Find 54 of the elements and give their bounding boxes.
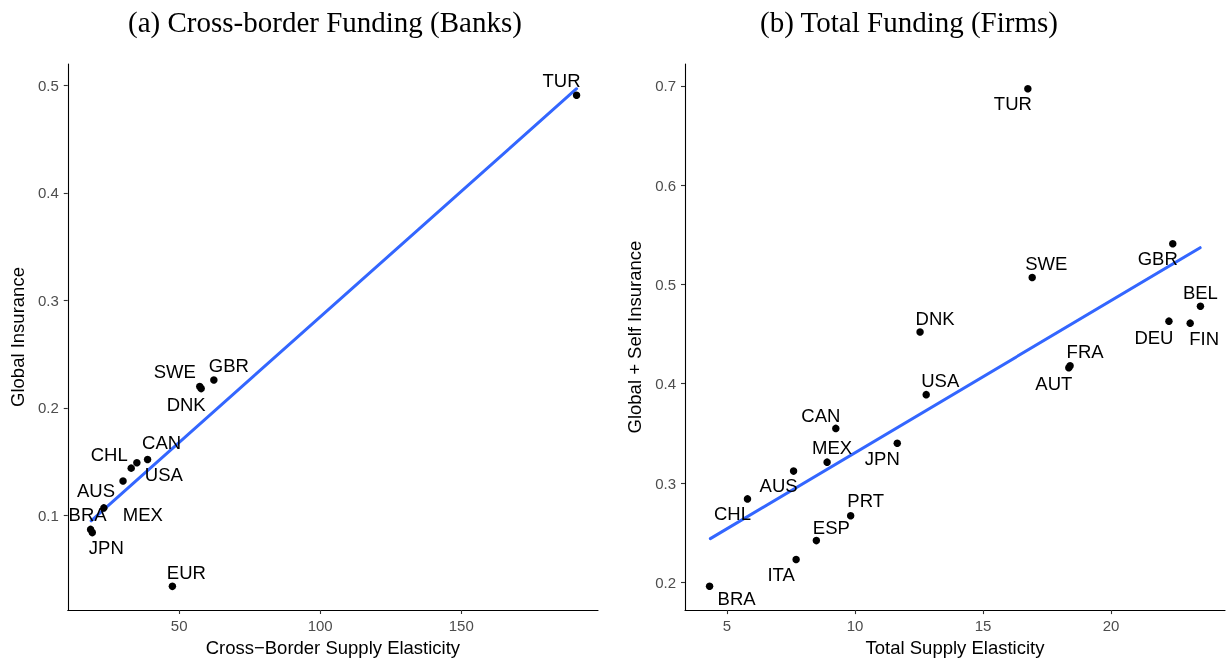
y-tick-label: 0.3 [37, 291, 59, 309]
y-tick-label: 0.1 [37, 506, 59, 524]
annotation: CAN [801, 404, 841, 426]
annotation: GBR [1137, 248, 1178, 270]
annotation: DNK [915, 307, 956, 329]
annotation: USA [144, 464, 184, 486]
annotation: DEU [1134, 326, 1174, 348]
x-tick-label: 5 [722, 617, 732, 635]
annotation: DNK [166, 394, 207, 416]
x-tick-label: 20 [1102, 617, 1120, 635]
annotation: MEX [122, 504, 163, 526]
y-tick-label: 0.2 [655, 573, 676, 591]
y-tick-label: 0.3 [655, 474, 676, 492]
annotation: EUR [166, 561, 206, 583]
x-axis-title: Cross−Border Supply Elasticity [205, 636, 461, 658]
annotation: BEL [1182, 281, 1218, 303]
annotation: AUS [77, 479, 116, 501]
annotation: MEX [812, 436, 853, 458]
annotation: ITA [767, 563, 796, 585]
annotation: SWE [1025, 252, 1068, 274]
y-axis-title: Global Insurance [7, 267, 28, 407]
y-tick-label: 0.6 [655, 176, 676, 194]
x-axis-title: Total Supply Elasticity [865, 637, 1046, 658]
chart-title: (b) Total Funding (Firms) [760, 5, 1058, 39]
annotation: AUT [1035, 373, 1073, 395]
y-tick-label: 0.5 [37, 77, 59, 94]
x-tick-label: 15 [974, 617, 992, 635]
y-tick-label: 0.4 [655, 375, 676, 393]
annotation: BRA [717, 587, 757, 609]
annotation: FRA [1066, 341, 1105, 363]
annotation: GBR [208, 355, 249, 377]
x-tick-label: 10 [846, 617, 864, 635]
annotation: TUR [542, 69, 581, 91]
y-tick-label: 0.5 [655, 275, 676, 293]
annotation: CHL [713, 503, 751, 525]
annotation: ESP [812, 517, 850, 539]
x-tick-label: 50 [170, 617, 188, 634]
y-tick-label: 0.4 [37, 184, 59, 202]
annotation: CHL [90, 443, 128, 465]
y-axis-title: Global + Self Insurance [624, 240, 646, 434]
annotation: JPN [88, 537, 124, 559]
annotation: FIN [1189, 327, 1220, 349]
chart-title: (a) Cross-border Funding (Banks) [128, 5, 522, 39]
y-tick-label: 0.2 [37, 399, 59, 417]
annotation: JPN [864, 447, 900, 469]
x-tick-label: 150 [448, 617, 474, 634]
annotation: TUR [993, 93, 1032, 115]
annotation: USA [921, 370, 960, 392]
annotation: AUS [759, 474, 798, 496]
y-tick-label: 0.7 [655, 77, 676, 95]
annotation: SWE [153, 360, 196, 382]
annotation: CAN [142, 432, 182, 454]
x-tick-label: 100 [307, 617, 333, 634]
annotation: PRT [847, 490, 884, 512]
